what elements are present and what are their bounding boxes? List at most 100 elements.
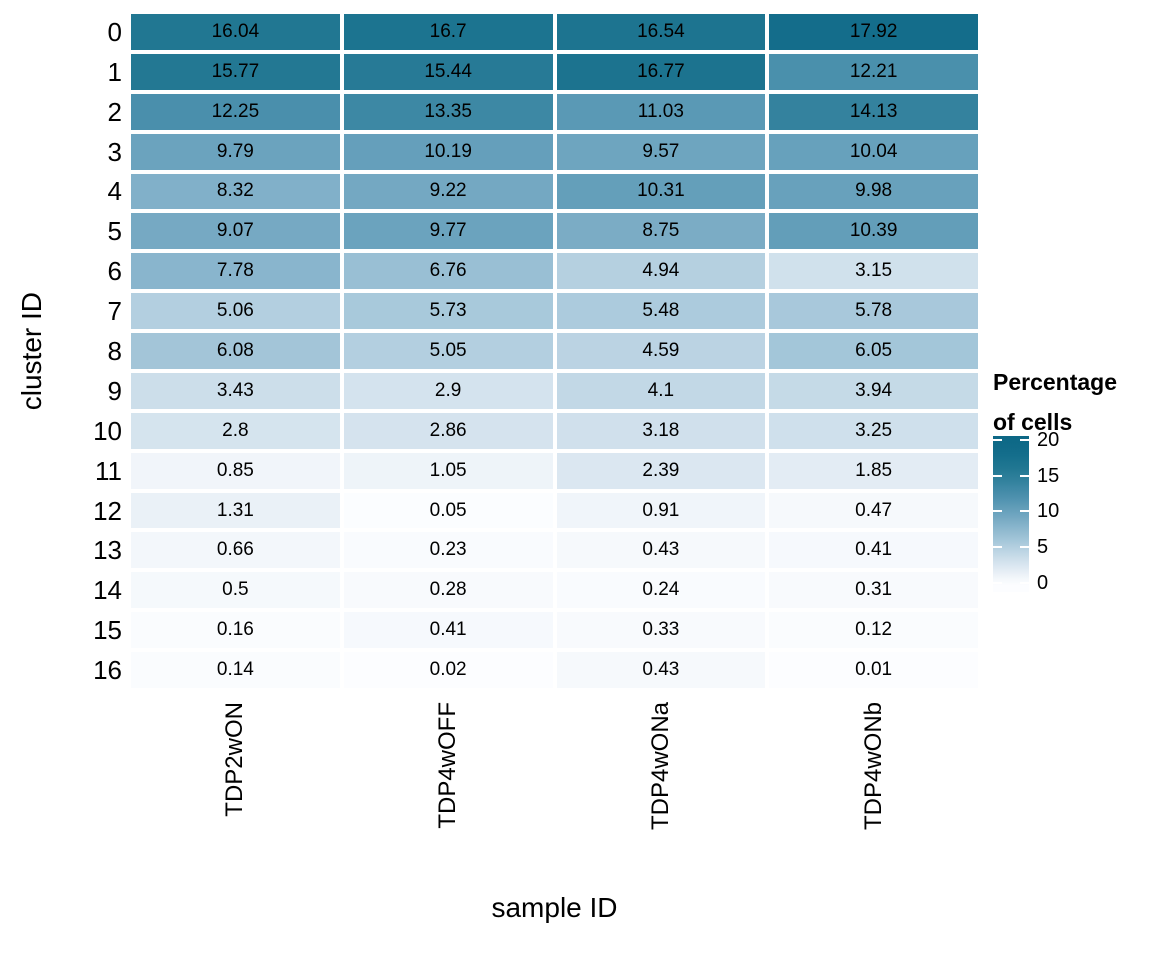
heatmap-cell: 0.16 bbox=[131, 612, 340, 649]
y-axis-title: cluster ID bbox=[16, 291, 47, 411]
x-tick-label: TDP2wON bbox=[221, 702, 249, 817]
y-tick-label: 2 bbox=[107, 96, 122, 127]
y-tick-label: 4 bbox=[107, 176, 122, 207]
y-tick-label: 12 bbox=[93, 495, 122, 526]
y-tick-label: 8 bbox=[107, 335, 122, 366]
heatmap-cell: 1.31 bbox=[131, 492, 340, 529]
heatmap-cell: 0.47 bbox=[769, 492, 978, 529]
heatmap-cell: 16.77 bbox=[556, 53, 766, 90]
y-axis-title-area: cluster ID bbox=[10, 14, 54, 688]
heatmap-cell: 8.75 bbox=[556, 213, 766, 250]
y-tick-label: 6 bbox=[107, 256, 122, 287]
colorbar-tick bbox=[1020, 438, 1029, 441]
heatmap-cell: 0.28 bbox=[343, 572, 553, 609]
heatmap-cell: 5.73 bbox=[343, 293, 553, 330]
colorbar-tick bbox=[1020, 582, 1029, 585]
colorbar-tick bbox=[993, 546, 1002, 549]
heatmap-cell: 0.43 bbox=[556, 652, 766, 688]
colorbar-tick-label: 5 bbox=[1037, 536, 1049, 559]
colorbar-tick bbox=[993, 582, 1002, 585]
heatmap-cell: 0.41 bbox=[769, 532, 978, 569]
heatmap-cell: 3.94 bbox=[769, 372, 978, 409]
heatmap-grid: 16.04 16.7 16.54 17.92 15.77 15.44 16.77 12.21 1… bbox=[131, 14, 978, 688]
heatmap-cell: 0.01 bbox=[769, 652, 978, 688]
y-tick-label: 7 bbox=[107, 296, 122, 327]
x-tick-slot: TDP4wOFF bbox=[344, 702, 553, 887]
x-tick-label: TDP4wONb bbox=[859, 702, 887, 831]
x-tick-slot: TDP4wONa bbox=[557, 702, 766, 887]
heatmap-cell: 3.43 bbox=[131, 372, 340, 409]
heatmap-cell: 0.24 bbox=[556, 572, 766, 609]
x-tick-label: TDP4wONa bbox=[646, 702, 674, 831]
heatmap-cell: 2.39 bbox=[556, 452, 766, 489]
heatmap-cell: 2.8 bbox=[131, 412, 340, 449]
x-axis-labels: TDP2wON TDP4wOFF TDP4wONa TDP4wONb bbox=[131, 702, 978, 887]
heatmap-cell: 0.41 bbox=[343, 612, 553, 649]
heatmap-cell: 10.04 bbox=[769, 133, 978, 170]
heatmap-cell: 16.04 bbox=[131, 14, 340, 50]
heatmap-cell: 10.39 bbox=[769, 213, 978, 250]
legend-colorbar bbox=[993, 436, 1029, 592]
heatmap-cell: 6.05 bbox=[769, 333, 978, 369]
heatmap-cell: 14.13 bbox=[769, 93, 978, 130]
legend: Percentage of cells 20 15 10 5 0 bbox=[993, 362, 1151, 622]
heatmap-cell: 0.85 bbox=[131, 452, 340, 489]
y-tick-label: 9 bbox=[107, 375, 122, 406]
x-tick-slot: TDP4wONb bbox=[769, 702, 978, 887]
heatmap-cell: 5.06 bbox=[131, 293, 340, 330]
legend-title: Percentage of cells bbox=[993, 362, 1117, 442]
heatmap-cell: 10.31 bbox=[556, 173, 766, 210]
heatmap-cell: 9.79 bbox=[131, 133, 340, 170]
heatmap-cell: 0.33 bbox=[556, 612, 766, 649]
heatmap-cell: 9.22 bbox=[343, 173, 553, 210]
heatmap-cell: 0.02 bbox=[343, 652, 553, 688]
colorbar-tick bbox=[993, 438, 1002, 441]
heatmap-cell: 12.21 bbox=[769, 53, 978, 90]
x-tick-slot: TDP2wON bbox=[131, 702, 340, 887]
heatmap-cell: 0.91 bbox=[556, 492, 766, 529]
heatmap-cell: 9.77 bbox=[343, 213, 553, 250]
heatmap-cell: 5.78 bbox=[769, 293, 978, 330]
heatmap-cell: 0.12 bbox=[769, 612, 978, 649]
y-tick-label: 15 bbox=[93, 615, 122, 646]
heatmap-cell: 2.9 bbox=[343, 372, 553, 409]
y-tick-label: 5 bbox=[107, 216, 122, 247]
heatmap-cell: 3.18 bbox=[556, 412, 766, 449]
heatmap-cell: 13.35 bbox=[343, 93, 553, 130]
legend-title-line2: of cells bbox=[993, 409, 1073, 435]
heatmap-cell: 16.54 bbox=[556, 14, 766, 50]
heatmap-cell: 3.25 bbox=[769, 412, 978, 449]
heatmap-cell: 0.23 bbox=[343, 532, 553, 569]
heatmap-cell: 0.31 bbox=[769, 572, 978, 609]
colorbar-tick bbox=[1020, 510, 1029, 513]
heatmap-cell: 9.98 bbox=[769, 173, 978, 210]
heatmap-cell: 6.76 bbox=[343, 253, 553, 290]
heatmap-cell: 16.7 bbox=[343, 14, 553, 50]
colorbar-tick bbox=[993, 510, 1002, 513]
colorbar-tick-label: 20 bbox=[1037, 428, 1060, 451]
heatmap-cell: 15.44 bbox=[343, 53, 553, 90]
heatmap-cell: 0.66 bbox=[131, 532, 340, 569]
heatmap-cell: 3.15 bbox=[769, 253, 978, 290]
heatmap-cell: 12.25 bbox=[131, 93, 340, 130]
y-tick-label: 10 bbox=[93, 415, 122, 446]
heatmap-cell: 0.5 bbox=[131, 572, 340, 609]
heatmap-cell: 0.05 bbox=[343, 492, 553, 529]
heatmap-cell: 4.94 bbox=[556, 253, 766, 290]
y-tick-label: 14 bbox=[93, 575, 122, 606]
heatmap-cell: 4.59 bbox=[556, 333, 766, 369]
heatmap-cell: 9.07 bbox=[131, 213, 340, 250]
colorbar-tick bbox=[993, 474, 1002, 477]
y-tick-label: 16 bbox=[93, 655, 122, 686]
legend-title-line1: Percentage bbox=[993, 369, 1118, 395]
colorbar-tick-label: 0 bbox=[1037, 572, 1049, 595]
colorbar-tick-label: 10 bbox=[1037, 500, 1060, 523]
heatmap-cell: 0.43 bbox=[556, 532, 766, 569]
colorbar-tick bbox=[1020, 546, 1029, 549]
heatmap-cell: 6.08 bbox=[131, 333, 340, 369]
colorbar-tick-label: 15 bbox=[1037, 464, 1060, 487]
heatmap-cell: 15.77 bbox=[131, 53, 340, 90]
y-tick-label: 11 bbox=[95, 455, 122, 486]
heatmap-cell: 11.03 bbox=[556, 93, 766, 130]
heatmap-cell: 5.48 bbox=[556, 293, 766, 330]
